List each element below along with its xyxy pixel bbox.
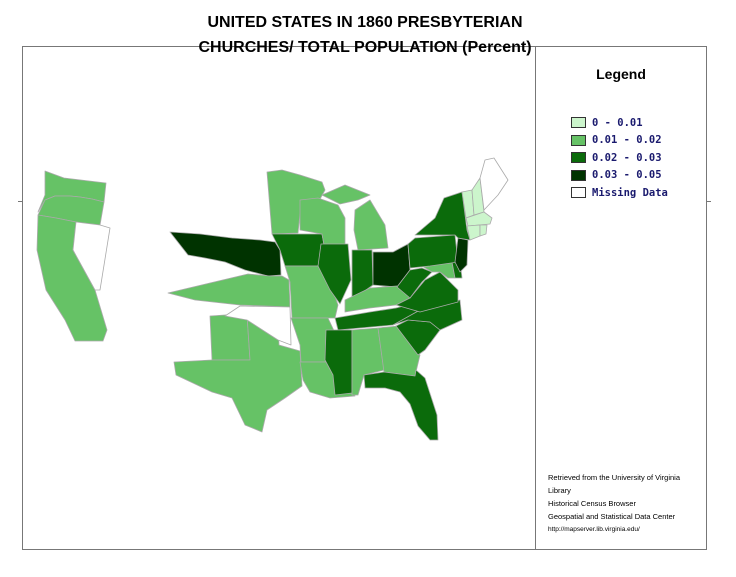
credit-line: Retrieved from the University of Virgini… [548,473,680,482]
credit-line: Geospatial and Statistical Data Center [548,512,676,521]
state-california [36,214,108,342]
state-maine [479,157,509,211]
legend-swatch [571,117,586,129]
state-montana-dakota [169,231,282,277]
legend-swatch [571,152,586,164]
legend-item: 0.03 - 0.05 [571,167,668,185]
frame-tick-right [707,201,711,202]
legend-divider [535,46,536,550]
legend-label: 0.03 - 0.05 [592,169,662,182]
state-massachusetts [465,211,493,227]
state-pennsylvania [407,234,459,269]
state-florida [363,369,439,441]
title-line-2: CHURCHES/ TOTAL POPULATION (Percent) [198,39,532,56]
legend-swatch [571,169,586,181]
state-new-york [414,191,471,241]
legend-swatch [571,187,586,199]
legend: 0 - 0.01 0.01 - 0.02 0.02 - 0.03 0.03 - … [571,114,668,202]
state-michigan-upper [321,184,371,205]
legend-item: 0.01 - 0.02 [571,132,668,150]
state-new-mexico [209,313,251,361]
state-michigan [353,199,389,251]
legend-swatch [571,134,586,146]
frame-tick-left [18,201,22,202]
state-illinois [317,243,352,305]
title-line-1: UNITED STATES IN 1860 PRESBYTERIAN [207,14,523,31]
state-texas [173,314,303,433]
legend-item: 0.02 - 0.03 [571,149,668,167]
credit-url: http://mapserver.lib.virginia.edu/ [548,526,640,533]
credit-line: Historical Census Browser [548,499,636,508]
legend-title: Legend [596,66,646,82]
map-title: UNITED STATES IN 1860 PRESBYTERIAN CHURC… [150,10,580,60]
legend-item: 0 - 0.01 [571,114,668,132]
state-georgia [377,325,421,377]
legend-item: Missing Data [571,184,668,202]
state-nevada [72,221,111,291]
legend-label: Missing Data [592,186,668,199]
state-rhode-island [479,224,488,237]
legend-label: 0.01 - 0.02 [592,134,662,147]
map-frame [22,46,707,550]
source-credits: Retrieved from the University of Virgini… [548,471,703,536]
legend-label: 0 - 0.01 [592,116,643,129]
credit-line: Library [548,486,571,495]
state-oklahoma [224,305,292,346]
state-kansas [167,273,291,308]
legend-label: 0.02 - 0.03 [592,151,662,164]
